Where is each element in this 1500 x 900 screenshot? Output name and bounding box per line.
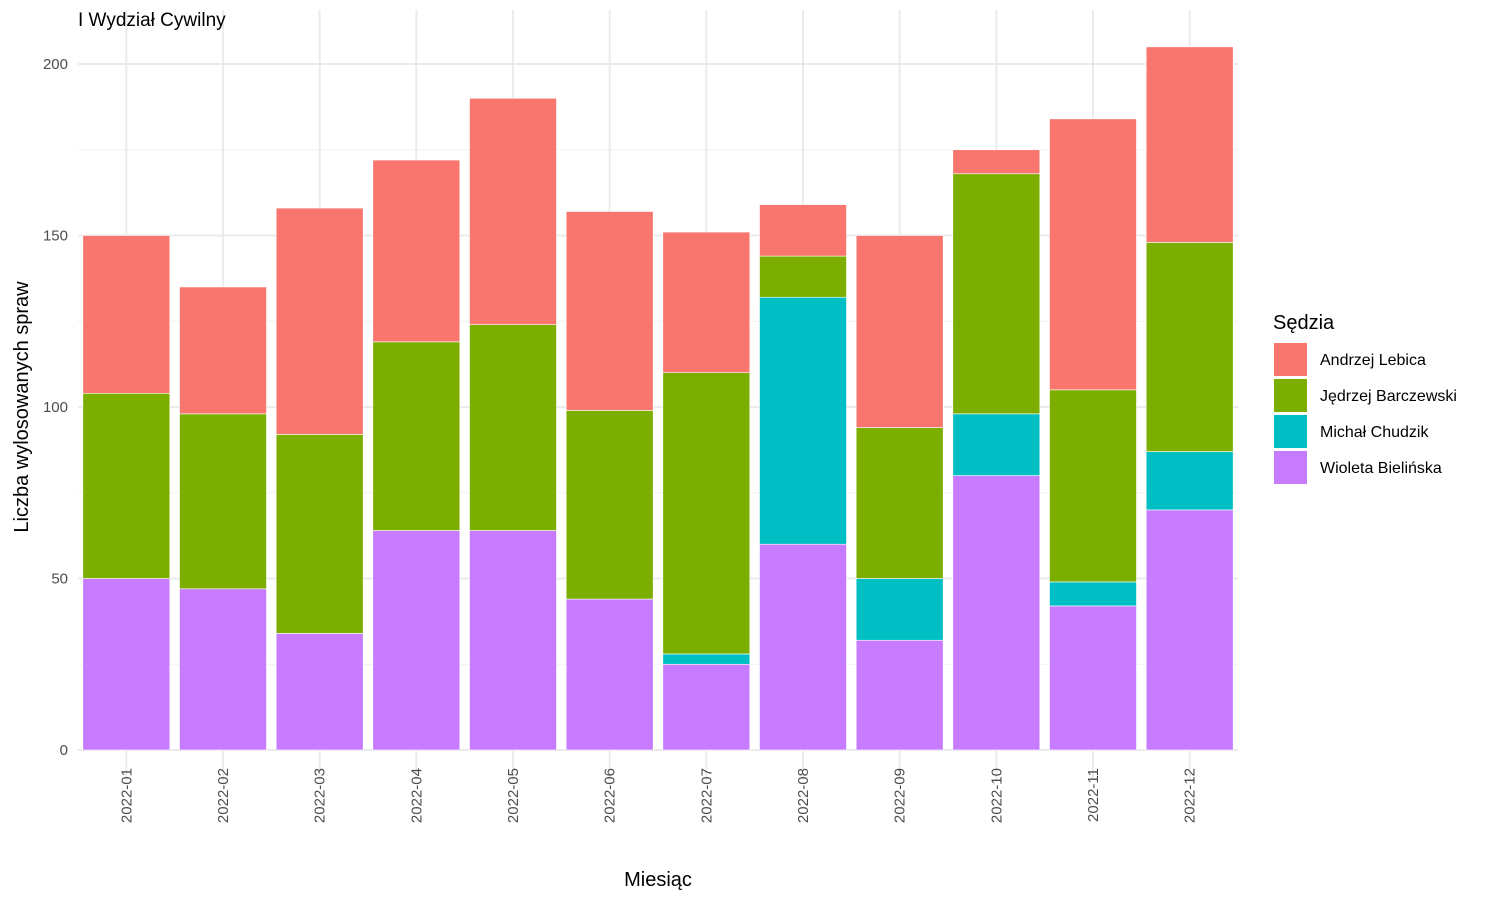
x-axis-ticks: 2022-01 2022-02 2022-03 2022-04 2022-05 2022-…	[118, 768, 1198, 823]
bar-segment	[1049, 389, 1137, 583]
legend-label: Michał Chudzik	[1320, 424, 1429, 441]
y-axis-ticks: 0 50 100 150 200	[43, 56, 68, 759]
y-tick-label: 50	[51, 571, 68, 588]
bar-segment	[179, 413, 267, 590]
bar-segment	[1145, 451, 1234, 511]
x-tick-label: 2022-01	[118, 768, 135, 823]
y-axis-title: Liczba wylosowanych spraw	[11, 281, 33, 533]
bar-segment	[759, 204, 847, 257]
bar-segment	[469, 324, 557, 531]
legend-label: Andrzej Lebica	[1320, 352, 1426, 369]
legend-label: Jędrzej Barczewski	[1320, 388, 1457, 405]
legend-swatch	[1274, 451, 1307, 484]
bar-segment	[82, 578, 171, 751]
bar-segment	[855, 235, 944, 428]
bar-segment	[1145, 509, 1234, 751]
bar-segment	[82, 392, 171, 579]
bar-segment	[275, 434, 364, 634]
x-tick-label: 2022-11	[1085, 768, 1102, 822]
bar-segment	[179, 286, 267, 415]
bar-segment	[565, 598, 654, 751]
x-axis-title: Miesiąc	[624, 869, 692, 891]
x-tick-label: 2022-09	[892, 768, 909, 823]
x-tick-label: 2022-10	[988, 768, 1005, 823]
bar-segment	[372, 159, 461, 343]
y-tick-label: 100	[43, 399, 68, 416]
bar-segment	[759, 255, 847, 298]
y-tick-label: 0	[60, 742, 68, 759]
bar-segment	[372, 341, 461, 531]
x-tick-label: 2022-12	[1182, 768, 1199, 823]
bar-segment	[759, 296, 847, 545]
bar-segment	[565, 410, 654, 600]
legend-label: Wioleta Bielińska	[1320, 460, 1442, 477]
x-tick-label: 2022-05	[505, 768, 522, 823]
bar-segment	[759, 543, 847, 751]
legend-swatch	[1274, 343, 1307, 376]
bar-segment	[82, 235, 171, 394]
bar-segment	[662, 231, 751, 374]
legend-title: Sędzia	[1273, 312, 1335, 334]
legend-swatch	[1274, 379, 1307, 412]
legend: Sędzia Andrzej Lebica Jędrzej Barczewski M…	[1273, 312, 1457, 484]
y-tick-label: 150	[43, 228, 68, 245]
chart-title: I Wydział Cywilny	[78, 10, 226, 31]
bar-segment	[952, 475, 1041, 751]
x-tick-label: 2022-07	[698, 768, 715, 823]
bar-segment	[952, 149, 1041, 175]
bar-segment	[952, 413, 1041, 476]
y-tick-label: 200	[43, 56, 68, 73]
bar-segment	[275, 207, 364, 435]
bars	[82, 46, 1234, 751]
bar-segment	[1145, 46, 1234, 243]
bar-segment	[1049, 118, 1137, 391]
bar-segment	[1145, 242, 1234, 452]
bar-segment	[565, 211, 654, 411]
bar-segment	[275, 633, 364, 751]
x-tick-label: 2022-08	[795, 768, 812, 823]
bar-segment	[662, 653, 751, 665]
bar-segment	[855, 639, 944, 751]
bar-segment	[179, 588, 267, 751]
bar-segment	[855, 427, 944, 579]
bar-segment	[1049, 605, 1137, 751]
x-tick-label: 2022-06	[602, 768, 619, 823]
bar-segment	[1049, 581, 1137, 607]
x-tick-label: 2022-02	[215, 768, 232, 823]
x-tick-label: 2022-03	[312, 768, 329, 823]
bar-segment	[372, 530, 461, 751]
bar-segment	[855, 578, 944, 641]
bar-segment	[469, 530, 557, 751]
bar-segment	[469, 98, 557, 325]
bar-segment	[662, 663, 751, 751]
legend-swatch	[1274, 415, 1307, 448]
bar-segment	[952, 173, 1041, 415]
bar-segment	[662, 372, 751, 655]
x-tick-label: 2022-04	[408, 768, 425, 823]
